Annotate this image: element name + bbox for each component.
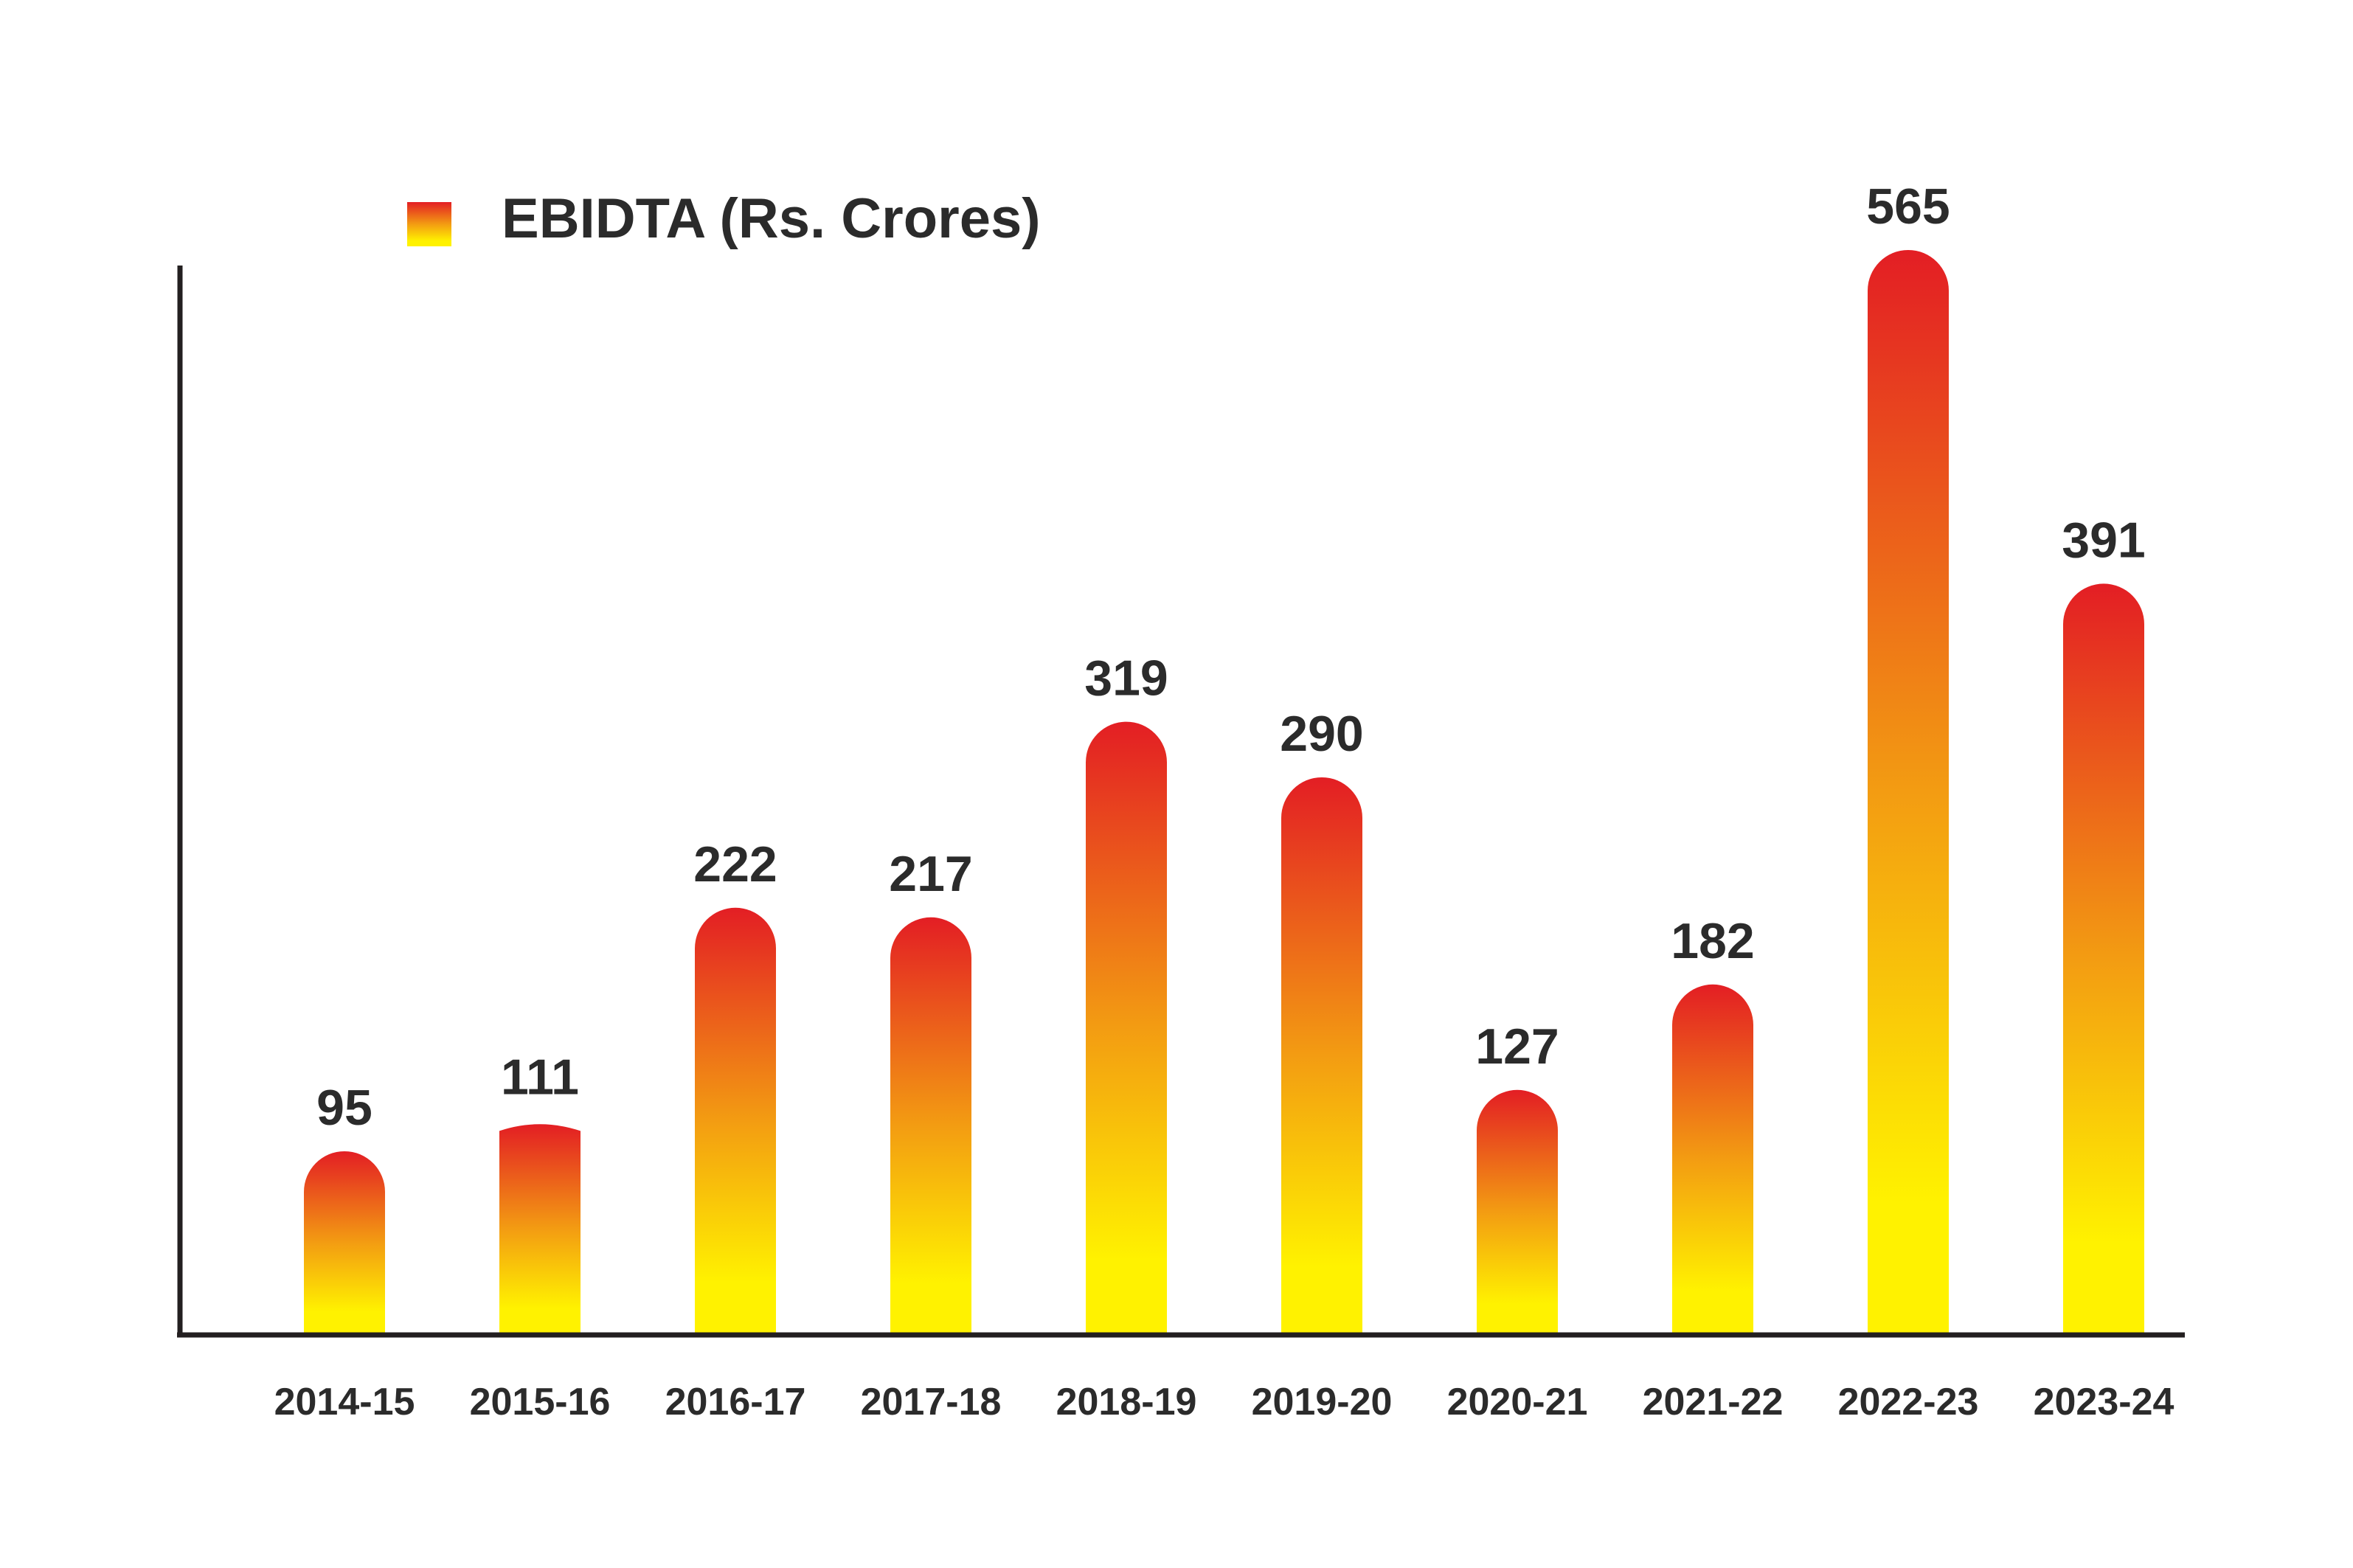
bar-2019-20 [1281,777,1362,1333]
bar-2021-22 [1672,984,1753,1333]
category-label-2022-23: 2022-23 [1838,1381,1979,1423]
value-label-2018-19: 319 [1084,651,1168,707]
value-label-2020-21: 127 [1475,1019,1559,1075]
bar-2018-19 [1086,721,1167,1333]
category-label-2019-20: 2019-20 [1252,1381,1393,1423]
bar-2020-21 [1477,1089,1558,1333]
value-label-2021-22: 182 [1671,913,1754,969]
bar-2016-17 [695,907,776,1333]
category-labels-group: 2014-15 2015-16 2016-17 2017-18 2018-19 2019-… [274,1381,2174,1423]
value-label-2016-17: 222 [693,836,777,892]
category-label-2016-17: 2016-17 [665,1381,806,1423]
bar-2015-16 [499,1124,581,1333]
value-label-2014-15: 95 [316,1080,372,1136]
category-label-2020-21: 2020-21 [1447,1381,1588,1423]
legend-swatch [407,202,451,246]
category-label-2015-16: 2015-16 [470,1381,611,1423]
bar-2014-15 [304,1151,385,1333]
bars-group [304,250,2144,1333]
category-label-2023-24: 2023-24 [2034,1381,2174,1423]
bar-2022-23 [1868,250,1949,1333]
value-labels-group: 95 111 222 217 319 290 127 182 565 391 [316,178,2146,1136]
legend: EBIDTA (Rs. Crores) [407,187,1041,250]
category-label-2014-15: 2014-15 [274,1381,415,1423]
category-label-2017-18: 2017-18 [861,1381,1002,1423]
category-label-2021-22: 2021-22 [1643,1381,1784,1423]
value-label-2015-16: 111 [501,1049,579,1105]
bar-2023-24 [2063,583,2144,1333]
value-label-2022-23: 565 [1866,178,1950,235]
value-label-2023-24: 391 [2062,512,2145,568]
legend-label: EBIDTA (Rs. Crores) [502,187,1041,250]
category-label-2018-19: 2018-19 [1056,1381,1197,1423]
value-label-2019-20: 290 [1280,706,1363,762]
value-label-2017-18: 217 [889,846,972,902]
bar-2017-18 [890,917,971,1333]
